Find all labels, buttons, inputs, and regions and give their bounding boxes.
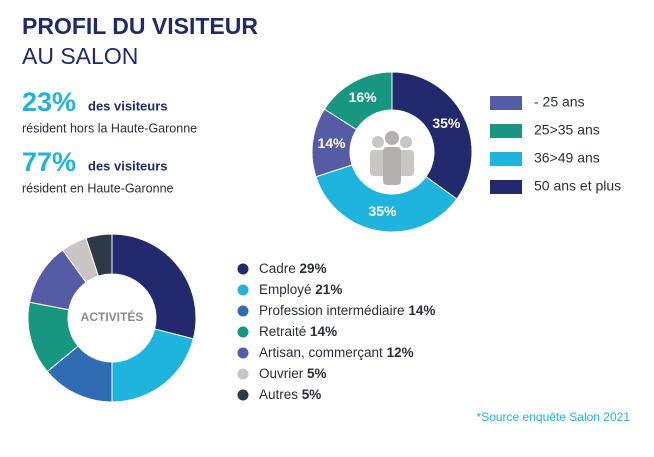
donut-slice [391,71,473,200]
legend-swatch [237,263,249,275]
legend-value: 21% [315,282,342,297]
slice-label: 35% [432,115,461,131]
legend-label: Ouvrier [259,366,304,381]
legend-label: Cadre [259,261,296,276]
legend-label: Autres [259,387,298,402]
legend-swatch [490,124,522,138]
legend-entry: Profession intermédiaire 14% [259,303,435,318]
legend-entry: Employé 21% [259,282,342,297]
legend-entry: Artisan, commerçant 12% [259,345,414,360]
donut-slice [111,328,194,403]
legend-label: Employé [259,282,312,297]
legend-swatch [237,389,249,401]
legend-swatch [237,326,249,338]
stat-bold: des visiteurs [88,158,168,173]
legend-value: 5% [302,387,322,402]
legend-label: 25>35 ans [534,122,600,138]
legend-swatch [237,368,249,380]
legend-value: 12% [387,345,414,360]
legend-entry: Ouvrier 5% [259,366,327,381]
legend-swatch [237,305,249,317]
source: *Source enquête Salon 2021 [477,410,631,424]
slice-label: 16% [349,89,378,105]
legend-swatch [490,180,522,194]
donut-slice [323,71,393,131]
subtitle: AU SALON [22,43,138,69]
stat-value: 23% [22,87,76,117]
legend-entry: Retraité 14% [259,324,337,339]
legend-entry: Autres 5% [259,387,321,402]
title: PROFIL DU VISITEUR [22,13,258,39]
legend-swatch [490,152,522,166]
donut-slice [111,233,197,340]
stat-text: résident en Haute-Garonne [22,181,174,195]
legend-value: 14% [310,324,337,339]
legend-label: Retraité [259,324,306,339]
legend-label: Artisan, commerçant [259,345,383,360]
legend-swatch [237,284,249,296]
stat-value: 77% [22,147,76,177]
donut-slice [85,233,113,277]
stat-bold: des visiteurs [88,98,168,113]
legend-value: 5% [307,366,327,381]
donut-slice [315,164,458,233]
legend-swatch [237,347,249,359]
legend-value: 29% [300,261,327,276]
legend-value: 14% [408,303,435,318]
legend-label: Profession intermédiaire [259,303,405,318]
legend-swatch [490,96,522,110]
stat-text: résident hors la Haute-Garonne [22,121,197,135]
people-icon [370,131,414,185]
legend-label: 50 ans et plus [534,178,621,194]
legend-label: 36>49 ans [534,150,600,166]
center-label: ACTIVITÉS [81,309,144,324]
legend-entry: Cadre 29% [259,261,327,276]
slice-label: 35% [368,203,397,219]
slice-label: 14% [317,135,346,151]
legend-label: - 25 ans [534,94,585,110]
